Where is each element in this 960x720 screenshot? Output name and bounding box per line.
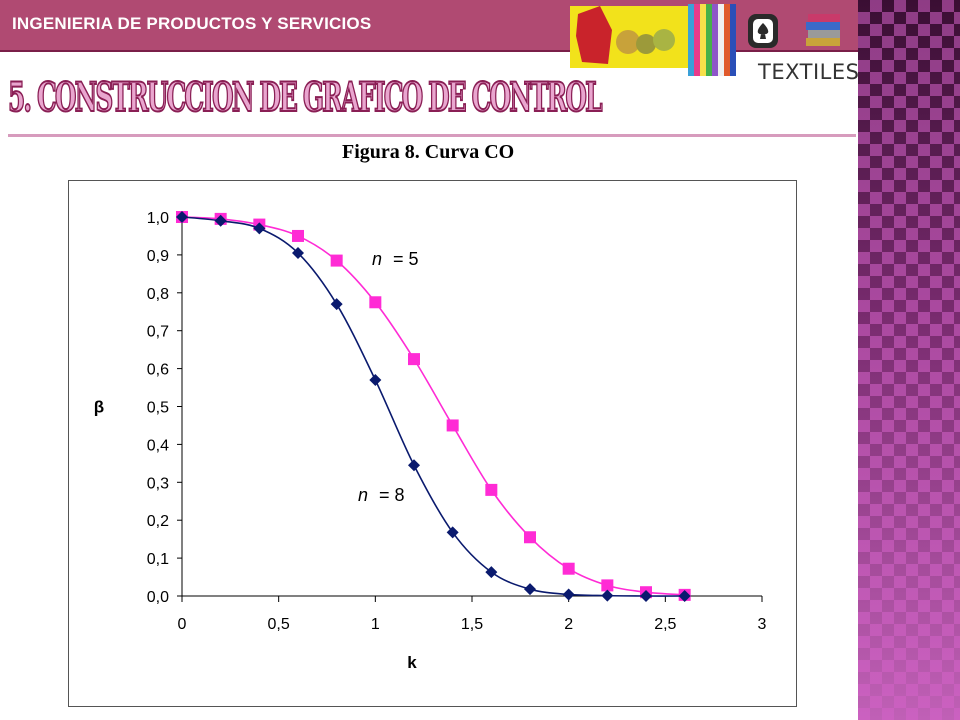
- y-tick-label: 0,3: [147, 475, 169, 492]
- x-tick-label: 2,5: [654, 616, 676, 633]
- data-point: [214, 214, 227, 227]
- x-tick-label: 2: [564, 616, 573, 633]
- decorative-side-panel: [858, 0, 960, 720]
- data-point: [369, 373, 382, 386]
- x-tick-label: 1,5: [461, 616, 483, 633]
- y-tick-label: 0,2: [147, 513, 169, 530]
- data-point: [330, 254, 343, 267]
- y-tick-label: 0,8: [147, 286, 169, 303]
- x-tick-label: 3: [758, 616, 767, 633]
- textiles-logo-text: TEXTILES: [758, 60, 860, 84]
- series-label-n8: n = 8: [358, 485, 405, 505]
- data-point: [292, 229, 304, 242]
- chart-axes: [181, 217, 762, 597]
- series-1: [176, 211, 691, 602]
- slide-title: 5. CONSTRUCCION DE GRAFICO DE CONTROL: [7, 73, 603, 122]
- data-point: [176, 211, 188, 223]
- header-textile-images: [570, 4, 840, 76]
- yarn-ball-icon: [616, 30, 640, 54]
- x-tick-label: 0: [178, 616, 187, 633]
- folded-fabric-photo: [806, 14, 840, 46]
- oc-curve-chart: 0 0,5 1 1,5 2 2,5 3 0,00,10,20,30,40,50,60,70,…: [94, 210, 767, 672]
- data-point: [408, 353, 420, 366]
- data-point: [292, 247, 304, 260]
- y-tick-label: 0,4: [147, 437, 169, 454]
- data-point: [330, 298, 343, 311]
- fabric-rolls-photo: [688, 4, 736, 76]
- x-tick-label: 1: [371, 616, 380, 633]
- series-line: [181, 216, 685, 596]
- series-label-n5-value: = 5: [393, 249, 419, 269]
- series-line: [181, 216, 685, 597]
- x-axis-ticks: 0 0,5 1 1,5 2 2,5 3: [178, 596, 767, 633]
- y-axis-ticks: 0,0 0,1 0,2 0,3 0,4 0,5 0,6 0,7 0,8 0,9 1,0: [147, 210, 182, 606]
- y-tick-label: 0,7: [147, 324, 169, 341]
- yarn-ball-icon: [636, 34, 656, 54]
- data-point: [446, 526, 459, 539]
- poncho-photo: [576, 6, 612, 64]
- y-axis-label: β: [94, 398, 104, 417]
- series-0: [176, 211, 691, 601]
- title-divider: [8, 134, 856, 137]
- yarn-ball-icon: [653, 29, 675, 51]
- data-point: [408, 459, 420, 472]
- chart-frame: 0 0,5 1 1,5 2 2,5 3 0,0 0,1 0,2 0,3 0,4 0,5 0,6 0,7 0,…: [68, 180, 797, 707]
- y-tick-label: 0,0: [147, 589, 169, 606]
- x-axis-label: k: [407, 653, 417, 672]
- data-point: [562, 562, 575, 575]
- y-tick-label: 0,6: [147, 362, 169, 379]
- data-point: [640, 590, 652, 602]
- y-tick-label: 0,5: [147, 400, 169, 417]
- series-label-n8-var: n: [358, 485, 368, 505]
- header-title: INGENIERIA DE PRODUCTOS Y SERVICIOS: [12, 14, 372, 33]
- x-tick-label: 0,5: [268, 616, 290, 633]
- data-point: [678, 590, 691, 602]
- y-tick-label: 0,1: [147, 551, 169, 568]
- data-point: [446, 419, 459, 432]
- data-point: [524, 531, 536, 544]
- series-layer: [176, 211, 691, 602]
- data-point: [485, 483, 498, 496]
- data-point: [601, 589, 614, 602]
- data-point: [524, 583, 536, 596]
- data-point: [369, 296, 382, 309]
- series-label-n8-value: = 8: [379, 485, 405, 505]
- series-label-n5-var: n: [372, 249, 382, 269]
- figure-caption: Figura 8. Curva CO: [342, 141, 515, 163]
- data-point: [562, 588, 575, 601]
- data-point: [601, 579, 614, 592]
- y-tick-label: 0,9: [147, 248, 169, 265]
- data-point: [485, 566, 498, 579]
- series-label-n5: n = 5: [372, 249, 419, 269]
- y-tick-label: 1,0: [147, 210, 169, 227]
